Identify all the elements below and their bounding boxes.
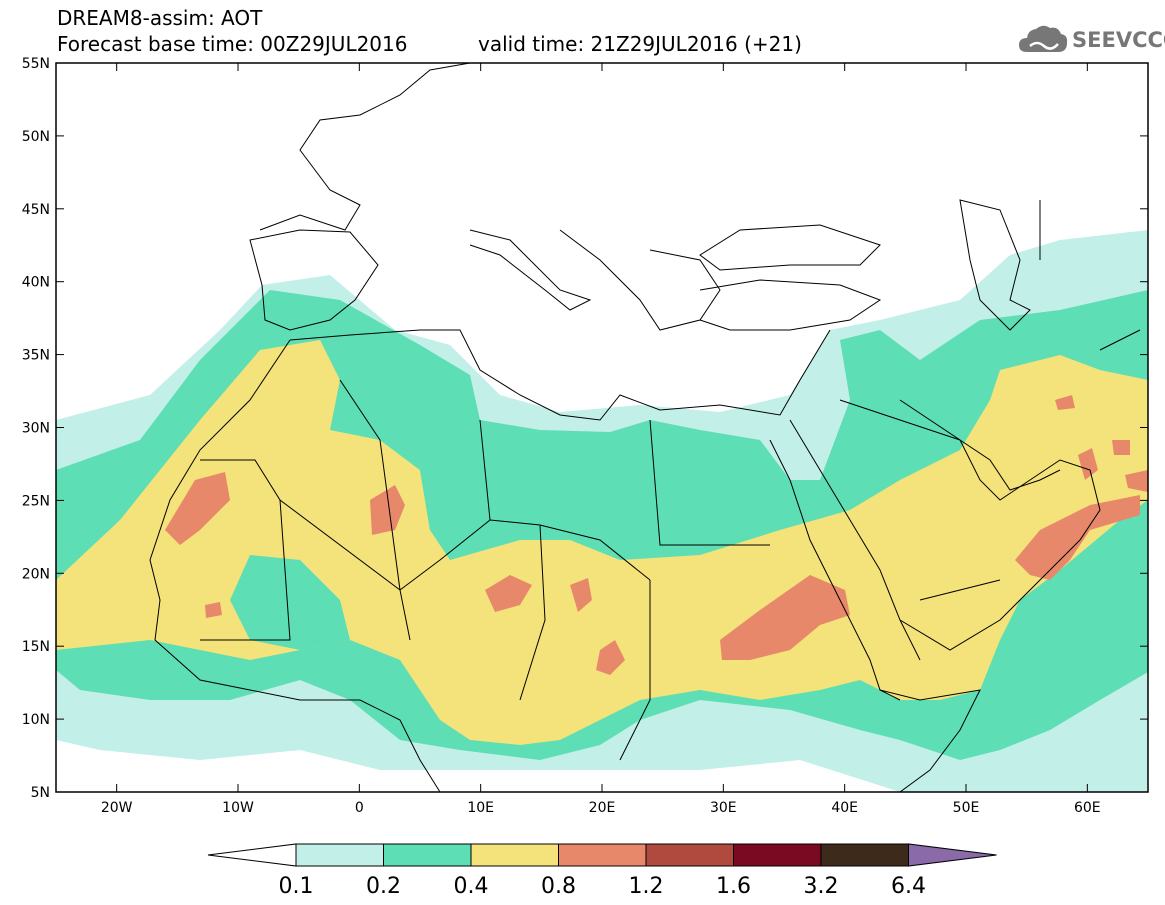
aot-level-0.8	[165, 472, 230, 545]
lon-label: 30E	[710, 800, 737, 816]
aot-level-0.2-inner	[230, 555, 350, 650]
lon-label: 60E	[1074, 800, 1101, 816]
aot-level-0.8	[720, 575, 850, 660]
colorbar-label: 0.2	[366, 874, 401, 899]
colorbar-swatch	[470, 843, 559, 867]
aot-level-0.8	[570, 578, 592, 612]
lon-label: 40E	[831, 800, 858, 816]
lat-label: 25N	[22, 493, 50, 509]
colorbar-swatch	[558, 843, 647, 867]
colorbar-min-arrow	[207, 843, 297, 867]
lat-label: 55N	[22, 56, 50, 72]
aot-level-0.8	[1125, 470, 1148, 492]
lat-label: 35N	[22, 348, 50, 364]
colorbar-label: 1.6	[716, 874, 751, 899]
colorbar-swatch	[645, 843, 734, 867]
colorbar-swatch	[383, 843, 472, 867]
colorbar-label: 1.2	[629, 874, 664, 899]
lat-label: 20N	[22, 566, 50, 582]
colorbar-max-arrow	[908, 843, 997, 867]
colorbar-label: 6.4	[891, 874, 926, 899]
lon-label: 20W	[101, 800, 133, 816]
aot-level-0.8	[370, 485, 405, 535]
lat-label: 10N	[22, 712, 50, 728]
forecast-base-time: Forecast base time: 00Z29JUL2016	[57, 32, 408, 56]
aot-level-0.8	[1055, 395, 1075, 410]
lat-label: 45N	[22, 202, 50, 218]
aot-level-0.8	[1112, 440, 1130, 455]
longitude-labels: 20W 10W 0 10E 20E 30E 40E 50E 60E	[101, 800, 1101, 816]
colorbar-swatch	[733, 843, 822, 867]
lon-label: 20E	[589, 800, 616, 816]
lat-label: 40N	[22, 275, 50, 291]
lat-label: 30N	[22, 421, 50, 437]
lon-label: 10W	[222, 800, 254, 816]
colorbar-label: 0.4	[454, 874, 489, 899]
lat-label: 50N	[22, 129, 50, 145]
lon-label: 10E	[467, 800, 494, 816]
aot-level-0.2-inner	[380, 440, 460, 530]
colorbar-label: 0.1	[279, 874, 314, 899]
valid-time: valid time: 21Z29JUL2016 (+21)	[478, 32, 802, 56]
seevccc-logo: SEEVCCC	[1017, 22, 1165, 58]
cloud-icon	[1019, 25, 1068, 52]
aot-level-0.8	[596, 640, 625, 675]
lon-label: 0	[355, 800, 364, 816]
chart-title: DREAM8-assim: AOT	[57, 6, 263, 30]
lat-label: 5N	[31, 785, 50, 801]
colorbar-swatch	[820, 843, 909, 867]
colorbar-label: 0.8	[541, 874, 576, 899]
logo-text: SEEVCCC	[1072, 28, 1165, 52]
colorbar-swatch	[295, 843, 384, 867]
coastlines	[149, 63, 1141, 792]
colorbar: 0.1 0.2 0.4 0.8 1.2 1.6 3.2 6.4	[207, 843, 997, 899]
aot-level-0.8	[1078, 448, 1098, 480]
aot-level-0.8	[485, 575, 532, 612]
axis-ticks	[56, 62, 1148, 793]
lon-label: 50E	[953, 800, 980, 816]
lat-label: 15N	[22, 639, 50, 655]
colorbar-label: 3.2	[804, 874, 839, 899]
aot-level-0.8	[205, 602, 222, 618]
aot-fields	[56, 230, 1148, 792]
latitude-labels: 55N 50N 45N 40N 35N 30N 25N 20N 15N 10N 5N	[22, 56, 50, 801]
aot-level-0.8	[1015, 495, 1140, 580]
